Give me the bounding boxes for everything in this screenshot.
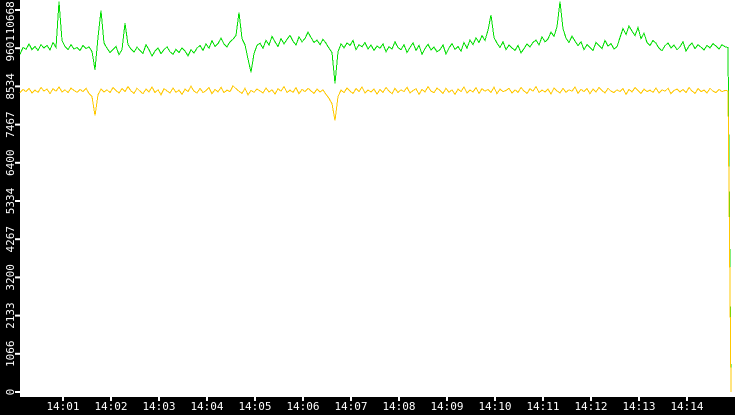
x-tick-label: 14:12 bbox=[574, 400, 607, 413]
x-tick-label: 14:04 bbox=[190, 400, 223, 413]
x-tick-mark bbox=[254, 397, 256, 401]
x-tick-mark bbox=[446, 397, 448, 401]
x-tick-label: 14:03 bbox=[142, 400, 175, 413]
x-tick-label: 14:07 bbox=[334, 400, 367, 413]
plot-area bbox=[20, 0, 735, 397]
y-tick-mark bbox=[15, 391, 20, 393]
y-tick-label: 0 bbox=[4, 389, 17, 396]
y-tick-label: 1066 bbox=[4, 341, 17, 368]
y-axis-band bbox=[0, 0, 20, 415]
x-tick-mark bbox=[350, 397, 352, 401]
series-yellow-line bbox=[19, 84, 732, 393]
y-tick-label: 6400 bbox=[4, 150, 17, 177]
y-axis-ticks: 0 1066 2133 3200 4267 5334 6400 7467 8534 9601106… bbox=[4, 1, 20, 395]
x-tick-mark bbox=[206, 397, 208, 401]
y-tick-mark bbox=[15, 200, 20, 202]
y-tick-label: 4267 bbox=[4, 226, 17, 253]
x-tick-mark bbox=[638, 397, 640, 401]
series-green-line bbox=[19, 1, 732, 393]
x-tick-label: 14:11 bbox=[526, 400, 559, 413]
x-tick-mark bbox=[302, 397, 304, 401]
x-axis-ticks: 14:01 14:02 14:03 14:04 14:05 14:06 14:07 14:08… bbox=[46, 397, 704, 413]
x-tick-label: 14:06 bbox=[286, 400, 319, 413]
x-tick-label: 14:05 bbox=[238, 400, 271, 413]
x-tick-mark bbox=[110, 397, 112, 401]
x-tick-label: 14:08 bbox=[382, 400, 415, 413]
y-tick-mark bbox=[15, 123, 20, 126]
x-tick-label: 14:14 bbox=[670, 400, 703, 413]
x-tick-label: 14:01 bbox=[46, 400, 79, 413]
x-tick-label: 14:09 bbox=[430, 400, 463, 413]
x-axis-band bbox=[0, 397, 735, 415]
y-tick-mark bbox=[15, 352, 20, 355]
x-tick-mark bbox=[542, 397, 544, 401]
y-tick-label: 8534 bbox=[4, 73, 17, 100]
y-tick-label: 3200 bbox=[4, 264, 17, 291]
y-tick-label: 2133 bbox=[4, 302, 17, 329]
y-tick-mark bbox=[15, 276, 20, 279]
x-tick-mark bbox=[686, 397, 688, 401]
y-tick-label: 7467 bbox=[4, 111, 17, 138]
series-lines bbox=[19, 1, 732, 393]
y-tick-label: 5334 bbox=[4, 187, 17, 214]
x-tick-mark bbox=[398, 397, 400, 401]
x-tick-mark bbox=[590, 397, 592, 401]
x-tick-mark bbox=[62, 397, 64, 401]
x-tick-label: 14:02 bbox=[94, 400, 127, 413]
y-tick-mark bbox=[15, 85, 20, 88]
y-tick-label: 10668 bbox=[4, 1, 17, 34]
x-tick-mark bbox=[494, 397, 496, 401]
y-tick-mark bbox=[15, 47, 20, 50]
x-tick-mark bbox=[158, 397, 160, 401]
y-tick-mark bbox=[15, 314, 20, 317]
x-tick-label: 14:13 bbox=[622, 400, 655, 413]
y-tick-label: 9601 bbox=[4, 35, 17, 62]
y-tick-mark bbox=[15, 238, 20, 241]
y-tick-mark bbox=[15, 9, 20, 11]
x-tick-label: 14:10 bbox=[478, 400, 511, 413]
y-tick-mark bbox=[15, 161, 20, 164]
